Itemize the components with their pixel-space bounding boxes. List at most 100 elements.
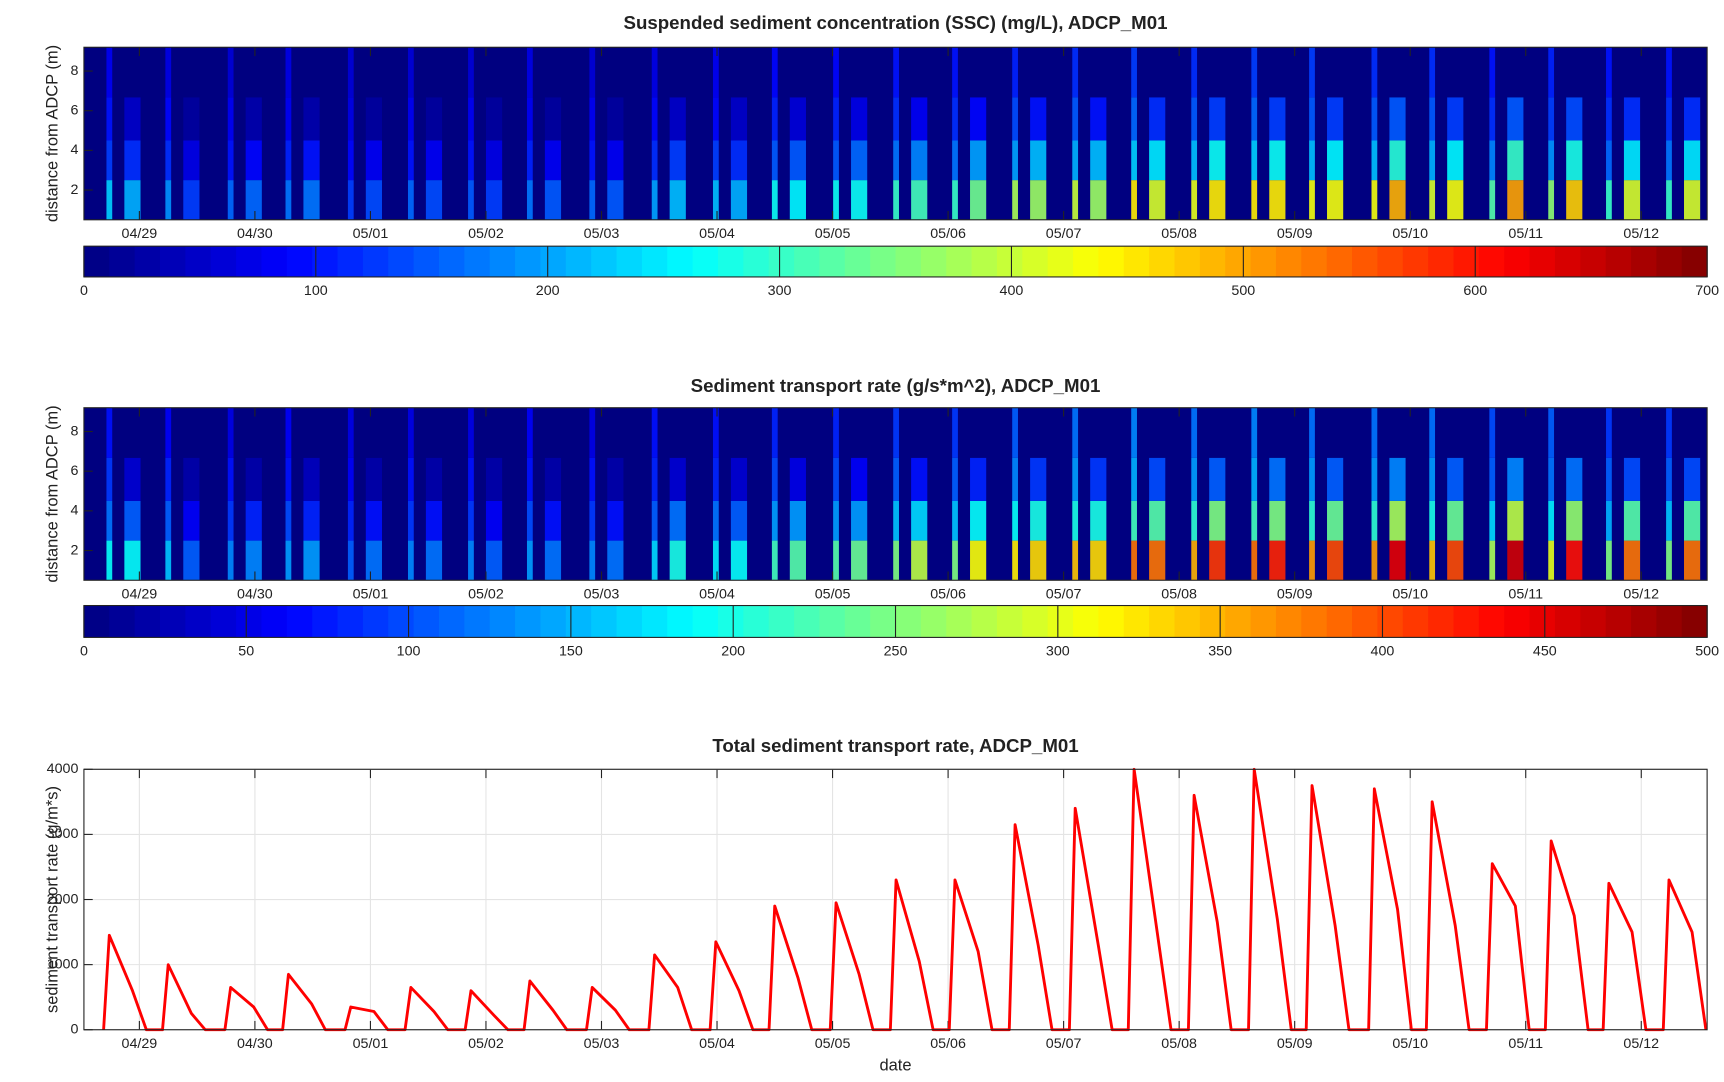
- heat-cell: [669, 140, 686, 181]
- chart-title: Suspended sediment concentration (SSC) (…: [624, 12, 1168, 33]
- colorbar-tick-label: 150: [559, 643, 583, 659]
- colorbar-cell: [83, 605, 110, 638]
- heat-cell: [669, 540, 686, 581]
- heat-cell: [245, 140, 262, 181]
- colorbar-cell: [1428, 246, 1455, 277]
- heat-cell: [425, 540, 443, 581]
- heat-cell: [124, 140, 141, 181]
- heat-cell: [1327, 97, 1344, 141]
- heat-cell: [952, 47, 958, 98]
- heat-cell: [1030, 97, 1047, 141]
- colorbar-tick-label: 200: [536, 283, 560, 299]
- x-tick-label: 05/10: [1392, 1036, 1428, 1052]
- x-tick-label: 05/04: [699, 226, 735, 242]
- y-tick-label: 0: [70, 1022, 78, 1038]
- colorbar-tick-label: 300: [768, 283, 792, 299]
- heat-cell: [165, 97, 172, 141]
- heat-cell: [468, 540, 474, 581]
- heat-cell: [1269, 407, 1286, 458]
- heat-cell: [1489, 540, 1496, 581]
- heat-cell: [1191, 97, 1198, 141]
- heat-cell: [365, 97, 382, 141]
- heat-cell: [1507, 407, 1524, 458]
- colorbar-cell: [515, 246, 541, 277]
- heat-cell: [1327, 407, 1344, 458]
- x-tick-label: 04/29: [122, 226, 158, 242]
- heat-cell: [165, 500, 172, 541]
- heat-cell: [589, 500, 596, 541]
- heat-cell: [712, 97, 719, 141]
- heat-cell: [771, 540, 778, 581]
- x-tick-label: 05/12: [1623, 586, 1659, 602]
- heat-cell: [1684, 47, 1701, 98]
- colorbar-cell: [1478, 605, 1505, 638]
- heat-cell: [833, 457, 839, 501]
- colorbar-tick-label: 400: [1000, 283, 1024, 299]
- colorbar-tick-label: 600: [1463, 283, 1487, 299]
- heat-cell: [165, 457, 172, 501]
- heat-cell: [227, 180, 234, 220]
- heat-cell: [1666, 140, 1672, 181]
- heat-cell: [607, 47, 624, 98]
- x-tick-label: 05/05: [815, 1036, 851, 1052]
- colorbar-cell: [616, 605, 643, 638]
- heat-cell: [485, 180, 503, 220]
- heat-cell: [1012, 180, 1018, 220]
- heat-cell: [1507, 180, 1524, 220]
- x-tick-label: 05/08: [1161, 226, 1197, 242]
- colorbar-cell: [109, 246, 136, 277]
- colorbar-cell: [1275, 246, 1302, 277]
- heat-cell: [893, 407, 899, 458]
- heat-cell: [851, 500, 868, 541]
- heat-cell: [227, 457, 234, 501]
- heat-cell: [1429, 407, 1436, 458]
- heat-cell: [1429, 180, 1436, 220]
- heat-cell: [607, 457, 624, 501]
- y-axis-label: sediment transport rate (g/m*s): [44, 786, 62, 1013]
- colorbar-cell: [1504, 246, 1531, 277]
- heat-cell: [485, 47, 503, 98]
- heat-cell: [970, 457, 987, 501]
- heat-cell: [285, 140, 292, 181]
- heat-cell: [1012, 47, 1018, 98]
- colorbar-cell: [1402, 246, 1429, 277]
- heat-cell: [544, 97, 562, 141]
- heat-cell: [589, 140, 596, 181]
- heat-cell: [1191, 407, 1198, 458]
- heat-cell: [1606, 47, 1612, 98]
- heat-cell: [1269, 540, 1286, 581]
- heat-cell: [183, 407, 200, 458]
- heat-cell: [526, 457, 533, 501]
- heat-cell: [106, 407, 113, 458]
- heat-cell: [1030, 140, 1047, 181]
- heat-cell: [1566, 407, 1583, 458]
- heat-cell: [1606, 500, 1612, 541]
- heat-cell: [1269, 140, 1286, 181]
- heat-cell: [526, 47, 533, 98]
- heat-cell: [893, 457, 899, 501]
- x-tick-label: 05/07: [1046, 226, 1082, 242]
- colorbar-cell: [1554, 605, 1581, 638]
- heat-cell: [1429, 540, 1436, 581]
- x-tick-label: 05/04: [699, 1036, 735, 1052]
- heat-cell: [1507, 47, 1524, 98]
- colorbar-cell: [489, 605, 516, 638]
- plot-frame: [83, 46, 1708, 221]
- heat-cell: [911, 457, 928, 501]
- heat-cell: [952, 140, 958, 181]
- heat-cell: [106, 47, 113, 98]
- heat-cell: [526, 97, 533, 141]
- heat-cell: [833, 540, 839, 581]
- heat-cell: [771, 180, 778, 220]
- colorbar-cell: [362, 246, 389, 277]
- x-tick-label: 05/11: [1508, 226, 1543, 242]
- heat-cell: [1684, 500, 1701, 541]
- heat-cell: [1507, 140, 1524, 181]
- heat-cell: [1309, 407, 1315, 458]
- y-tick-label: 4: [70, 503, 78, 519]
- x-tick-label: 05/02: [468, 1036, 504, 1052]
- heat-cell: [970, 97, 987, 141]
- y-tick-label: 8: [70, 423, 78, 439]
- colorbar-tick-label: 500: [1695, 643, 1719, 659]
- heat-cell: [1269, 47, 1286, 98]
